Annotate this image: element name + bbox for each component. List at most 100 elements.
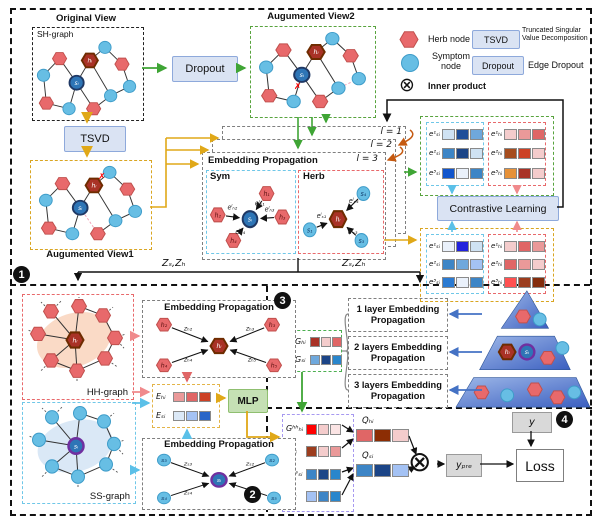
embedding-cells — [504, 167, 545, 179]
e-row-label: e²ₛᵢ — [429, 259, 440, 268]
view1-sym-embeddings: e¹ₛᵢ e²ₛᵢ e³ₛᵢ — [426, 234, 484, 294]
svg-text:sᵢ: sᵢ — [217, 478, 221, 484]
embedding-cells — [442, 258, 483, 270]
embedding-cells — [310, 355, 342, 365]
svg-text:zₛ₂: zₛ₂ — [245, 461, 255, 468]
legend-symptom-icon — [401, 54, 419, 72]
augmented-view2-title: Augumented View2 — [267, 11, 355, 22]
z-label-right: Zₛ,Zₕ — [342, 258, 366, 269]
augmented-view2-box: hᵢ sᵢ ✗ — [250, 26, 376, 118]
svg-text:s₄: s₄ — [161, 496, 167, 502]
svg-text:hᵢ: hᵢ — [216, 343, 221, 350]
sym-ep-title: Embedding Propagation — [164, 439, 274, 450]
svg-text:s₃: s₃ — [359, 238, 365, 245]
view1-herb-embeddings: e¹ₕᵢ e²ₕᵢ e³ₕᵢ — [488, 234, 546, 294]
e-row-label: e¹ₕᵢ — [491, 130, 503, 139]
svg-text:hᵢ: hᵢ — [87, 59, 92, 65]
loss-box: Loss — [516, 449, 564, 482]
layer2-label: l = 2 — [370, 140, 393, 150]
herb-ep-graph: hᵢ h₂ h₃ h₄ h₅ zₕ₂ zₕ₃ zₕ₄ zₕ₅ — [155, 317, 283, 373]
embedding-cells — [442, 276, 483, 288]
svg-text:h₂: h₂ — [161, 322, 168, 329]
marker-4: 4 — [556, 411, 573, 428]
embedding-cells — [442, 167, 483, 179]
embedding-cells — [504, 240, 545, 252]
legend-inner-label: Inner product — [428, 81, 486, 91]
svg-text:hᵢ: hᵢ — [505, 349, 510, 356]
contrastive-learning-box: Contrastive Learning — [437, 196, 559, 221]
y-box: y — [512, 412, 552, 433]
augmented-view1-graph: hᵢ sᵢ ✗ — [38, 165, 143, 241]
z-label-left: Zₛ,Zₕ — [162, 258, 186, 269]
es-label: Eₛᵢ — [156, 410, 166, 420]
embedding-cells — [173, 391, 211, 402]
svg-text:h₄: h₄ — [230, 238, 237, 245]
svg-text:hᵢ: hᵢ — [313, 49, 318, 56]
pyramid: hᵢ sᵢ — [455, 290, 590, 408]
hh-graph: hᵢ — [26, 297, 127, 381]
sym-propagation-graph: sᵢ h₁ h₂ h₃ h₄ eˡₕ₁ eˡₕ₂ eˡₕ₃ eˡₕ₄ — [209, 186, 291, 248]
view2-sym-embeddings: e¹ₛᵢ e²ₛᵢ e³ₛᵢ — [426, 122, 484, 186]
svg-text:zₕ₄: zₕ₄ — [183, 357, 193, 364]
original-view-title: Original View — [55, 13, 116, 24]
section-divider-horizontal-2 — [266, 407, 592, 409]
tsvd-button: TSVD — [64, 126, 126, 152]
e-row-label: e¹ₕᵢ — [491, 241, 503, 250]
outer-border — [10, 8, 592, 516]
embedding-cells — [504, 148, 545, 160]
svg-text:sᵢ: sᵢ — [75, 81, 79, 87]
embedding-cells — [306, 423, 341, 435]
inner-product-operator: ⊗ — [408, 445, 432, 478]
embedding-cells — [504, 129, 545, 141]
svg-text:s₃: s₃ — [161, 458, 167, 464]
view1-embeddings-box — [420, 228, 554, 302]
embedding-cells — [442, 240, 483, 252]
svg-text:eˡₕ₁: eˡₕ₁ — [255, 199, 265, 207]
layer1-label: l = 1 — [380, 127, 403, 137]
herb-label: Herb — [303, 171, 325, 182]
marker-3: 3 — [274, 292, 291, 309]
embedding-cells — [173, 410, 211, 421]
svg-text:hᵢ: hᵢ — [336, 216, 341, 223]
svg-text:sᵢ: sᵢ — [525, 349, 529, 356]
dropout-button: Dropout — [172, 56, 238, 82]
legend-herb-icon — [399, 31, 419, 48]
svg-text:hᵢ: hᵢ — [72, 337, 77, 344]
e-row-label: e³ₛᵢ — [429, 277, 440, 286]
e-row-label: e³ₛᵢ — [429, 168, 440, 177]
marker-2: 2 — [244, 486, 261, 503]
legend-symptom-label: Symptom node — [431, 51, 470, 72]
e-embeddings-box: Eₕᵢ Eₛᵢ — [152, 384, 220, 428]
svg-text:h₁: h₁ — [263, 191, 270, 198]
embedding-cells — [306, 468, 341, 480]
eh-label: Eₕᵢ — [156, 391, 166, 401]
svg-text:eˡₕ₃: eˡₕ₃ — [265, 205, 275, 213]
ss-graph-label: SS-graph — [89, 491, 130, 502]
sym-label: Sym — [210, 171, 231, 182]
embedding-cells — [442, 129, 483, 141]
legend-dropout-desc: Edge Dropout — [528, 60, 584, 70]
ghh-label: Gʰʰₕᵢ — [286, 424, 304, 434]
qh-cells — [356, 429, 409, 442]
sym-propagation-box: Sym sᵢ h₁ h₂ h₃ h₄ eˡₕ₁ eˡₕ₂ eˡₕ₃ eˡₕ₄ — [206, 170, 296, 254]
embedding-cells — [442, 148, 483, 160]
layer2-ep-box: 2 layers Embedding Propagation — [348, 336, 448, 370]
qs-cells — [356, 464, 409, 477]
e-row-label: e³ₕᵢ — [491, 277, 503, 286]
svg-text:eˡₕ₄: eˡₕ₄ — [235, 228, 245, 236]
svg-text:zₕ₃: zₕ₃ — [245, 326, 255, 333]
svg-text:h₂: h₂ — [215, 212, 222, 219]
view2-herb-embeddings: e¹ₕᵢ e²ₕᵢ e³ₕᵢ — [488, 122, 546, 186]
augmented-view1-title: Augumented View1 — [46, 249, 134, 260]
e-row-label: e¹ₛᵢ — [429, 241, 440, 250]
svg-text:h₄: h₄ — [161, 363, 168, 370]
svg-text:sᵢ: sᵢ — [300, 72, 304, 79]
svg-text:h₃: h₃ — [269, 322, 276, 329]
e-row-label: e¹ₛᵢ — [429, 130, 440, 139]
embedding-cells — [504, 276, 545, 288]
embedding-cells — [306, 491, 341, 503]
svg-text:s₅: s₅ — [271, 496, 277, 502]
qs-label: Qₛᵢ — [362, 451, 374, 461]
herb-ep-box: Embedding Propagation hᵢ h₂ h₃ h₄ h₅ zₕ₂ zₕ₃ zₕ… — [142, 300, 296, 378]
svg-text:✗: ✗ — [294, 82, 302, 92]
